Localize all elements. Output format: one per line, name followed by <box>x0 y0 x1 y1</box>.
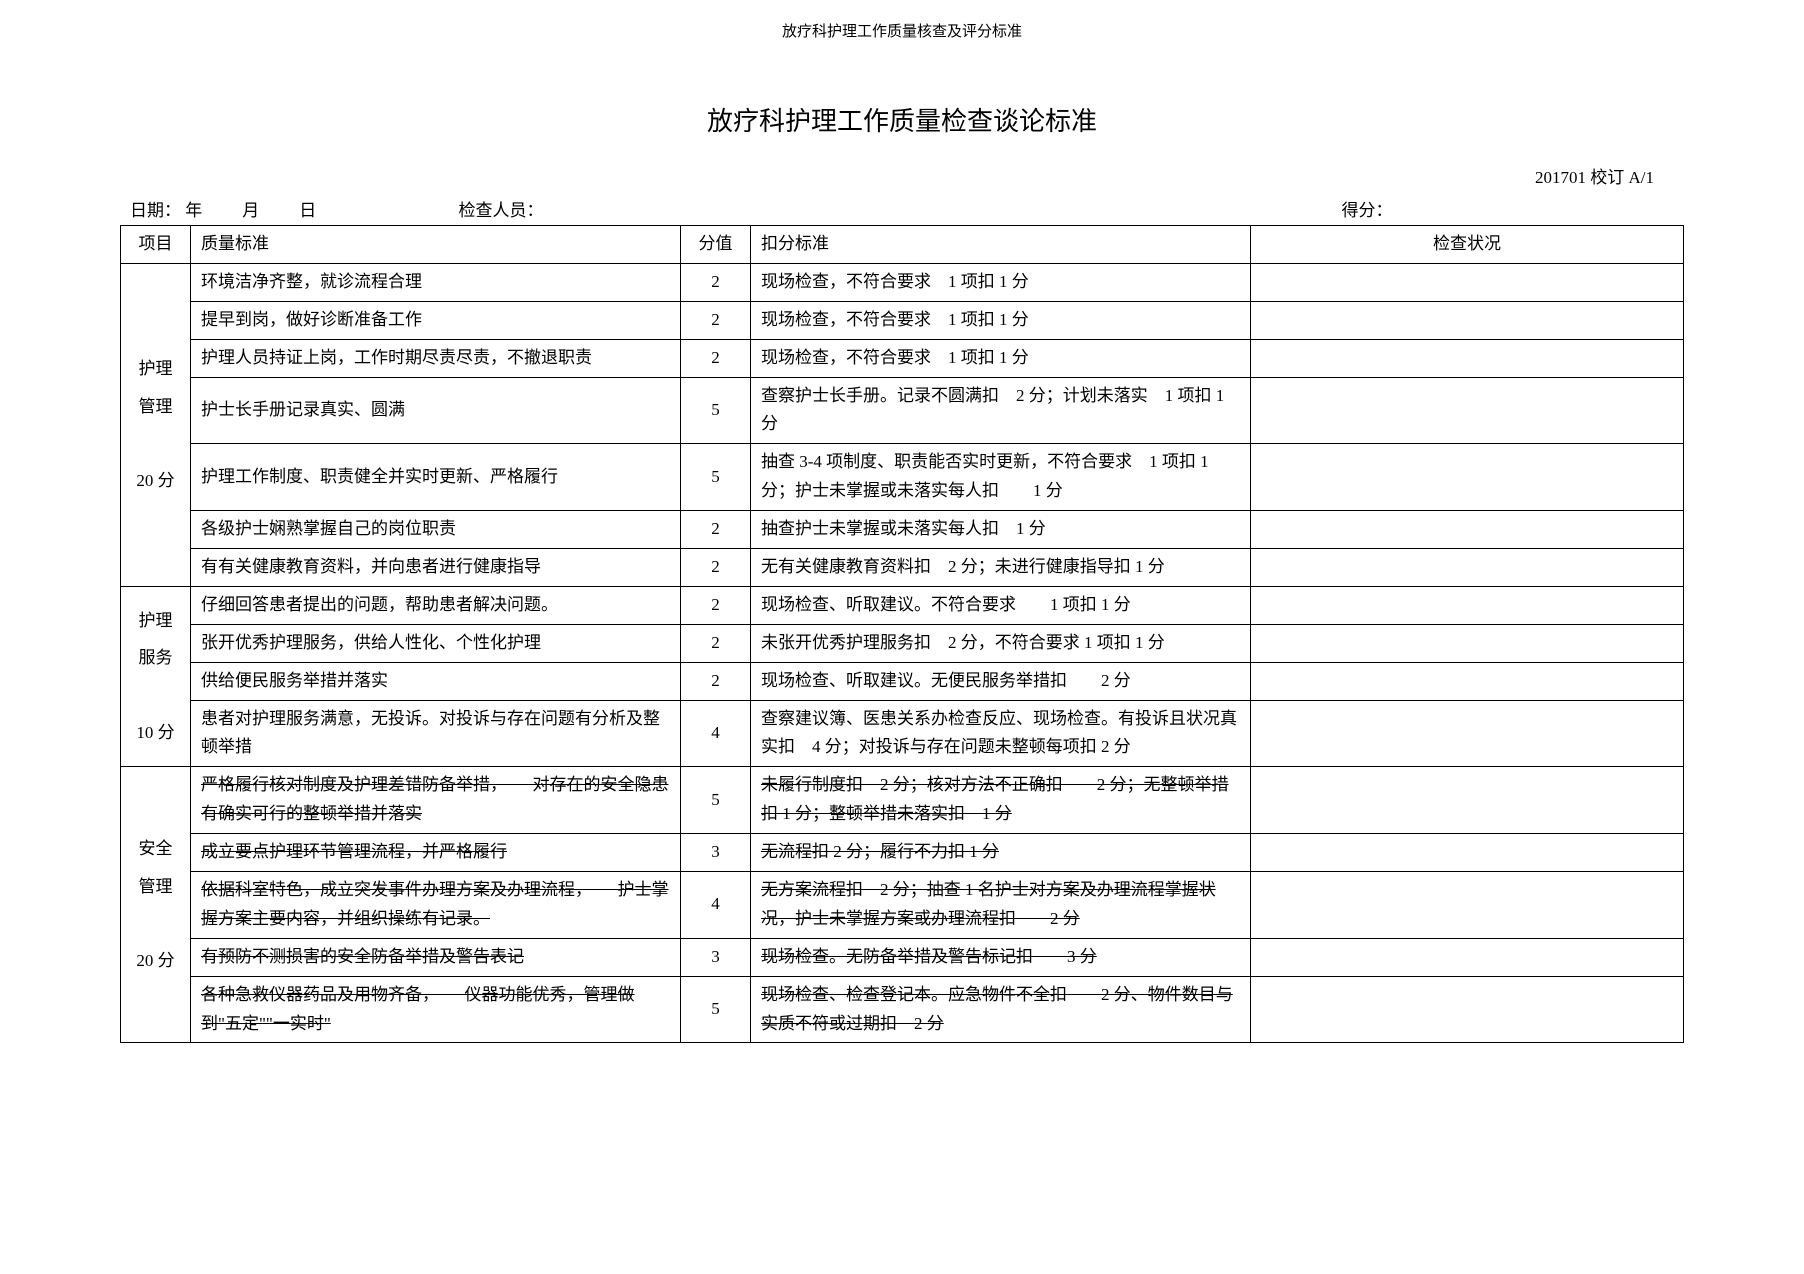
deduction-cell: 现场检查、听取建议。不符合要求 1 项扣 1 分 <box>751 586 1251 624</box>
standard-cell: 供给便民服务举措并落实 <box>191 662 681 700</box>
score-cell: 5 <box>681 444 751 511</box>
table-row: 各级护士娴熟掌握自己的岗位职责2抽查护士未掌握或未落实每人扣 1 分 <box>121 511 1684 549</box>
table-row: 患者对护理服务满意，无投诉。对投诉与存在问题有分析及整顿举措4查察建议簿、医患关… <box>121 700 1684 767</box>
standard-cell: 严格履行核对制度及护理差错防备举措， 对存在的安全隐患有确实可行的整顿举措并落实 <box>191 767 681 834</box>
standard-cell: 有有关健康教育资料，并向患者进行健康指导 <box>191 549 681 587</box>
score-cell: 4 <box>681 872 751 939</box>
standard-cell: 各种急救仪器药品及用物齐备， 仪器功能优秀，管理做到"五定""一实时" <box>191 976 681 1043</box>
check-cell <box>1251 549 1684 587</box>
score-cell: 5 <box>681 377 751 444</box>
score-cell: 2 <box>681 263 751 301</box>
check-cell <box>1251 624 1684 662</box>
deduction-cell: 现场检查，不符合要求 1 项扣 1 分 <box>751 263 1251 301</box>
check-cell <box>1251 872 1684 939</box>
th-score: 分值 <box>681 226 751 264</box>
check-cell <box>1251 339 1684 377</box>
deduction-cell: 查察建议簿、医患关系办检查反应、现场检查。有投诉且状况真实扣 4 分；对投诉与存… <box>751 700 1251 767</box>
quality-table: 项目 质量标准 分值 扣分标准 检查状况 护理管理20 分环境洁净齐整，就诊流程… <box>120 225 1684 1043</box>
th-category: 项目 <box>121 226 191 264</box>
inspector-label: 检查人员： <box>459 201 544 220</box>
page-header-small: 放疗科护理工作质量核查及评分标准 <box>120 20 1684 41</box>
deduction-cell: 现场检查、检查登记本。应急物件不全扣 2 分、物件数目与实质不符或过期扣 2 分 <box>751 976 1251 1043</box>
meta-row: 日期： 年 月 日 检查人员： 得分： <box>120 196 1684 221</box>
score-cell: 2 <box>681 301 751 339</box>
score-cell: 5 <box>681 767 751 834</box>
check-cell <box>1251 767 1684 834</box>
deduction-cell: 现场检查，不符合要求 1 项扣 1 分 <box>751 301 1251 339</box>
deduction-cell: 现场检查、听取建议。无便民服务举措扣 2 分 <box>751 662 1251 700</box>
standard-cell: 护理人员持证上岗，工作时期尽责尽责，不撤退职责 <box>191 339 681 377</box>
table-row: 安全管理20 分严格履行核对制度及护理差错防备举措， 对存在的安全隐患有确实可行… <box>121 767 1684 834</box>
check-cell <box>1251 586 1684 624</box>
check-cell <box>1251 511 1684 549</box>
score-cell: 2 <box>681 511 751 549</box>
date-slots: 年 月 日 <box>185 201 318 220</box>
deduction-cell: 无方案流程扣 2 分；抽查 1 名护士对方案及办理流程掌握状况，护士未掌握方案或… <box>751 872 1251 939</box>
table-row: 依据科室特色，成立突发事件办理方案及办理流程， 护士掌握方案主要内容，并组织操练… <box>121 872 1684 939</box>
score-cell: 4 <box>681 700 751 767</box>
deduction-cell: 抽查护士未掌握或未落实每人扣 1 分 <box>751 511 1251 549</box>
standard-cell: 护理工作制度、职责健全并实时更新、严格履行 <box>191 444 681 511</box>
score-cell: 2 <box>681 662 751 700</box>
table-row: 提早到岗，做好诊断准备工作2现场检查，不符合要求 1 项扣 1 分 <box>121 301 1684 339</box>
standard-cell: 依据科室特色，成立突发事件办理方案及办理流程， 护士掌握方案主要内容，并组织操练… <box>191 872 681 939</box>
standard-cell: 患者对护理服务满意，无投诉。对投诉与存在问题有分析及整顿举措 <box>191 700 681 767</box>
deduction-cell: 抽查 3-4 项制度、职责能否实时更新，不符合要求 1 项扣 1 分；护士未掌握… <box>751 444 1251 511</box>
table-row: 张开优秀护理服务，供给人性化、个性化护理2未张开优秀护理服务扣 2 分，不符合要… <box>121 624 1684 662</box>
table-header-row: 项目 质量标准 分值 扣分标准 检查状况 <box>121 226 1684 264</box>
deduction-cell: 现场检查，不符合要求 1 项扣 1 分 <box>751 339 1251 377</box>
score-cell: 2 <box>681 586 751 624</box>
table-row: 护理管理20 分环境洁净齐整，就诊流程合理2现场检查，不符合要求 1 项扣 1 … <box>121 263 1684 301</box>
table-row: 成立要点护理环节管理流程，并严格履行3无流程扣 2 分；履行不力扣 1 分 <box>121 834 1684 872</box>
revision-note: 201701 校订 A/1 <box>120 163 1684 188</box>
standard-cell: 仔细回答患者提出的问题，帮助患者解决问题。 <box>191 586 681 624</box>
date-label: 日期： <box>130 201 181 220</box>
check-cell <box>1251 263 1684 301</box>
standard-cell: 成立要点护理环节管理流程，并严格履行 <box>191 834 681 872</box>
check-cell <box>1251 834 1684 872</box>
deduction-cell: 未履行制度扣 2 分；核对方法不正确扣 2 分；无整顿举措扣 1 分；整顿举措未… <box>751 767 1251 834</box>
deduction-cell: 无有关健康教育资料扣 2 分；未进行健康指导扣 1 分 <box>751 549 1251 587</box>
score-cell: 2 <box>681 624 751 662</box>
category-cell: 护理服务10 分 <box>121 586 191 766</box>
table-row: 各种急救仪器药品及用物齐备， 仪器功能优秀，管理做到"五定""一实时"5现场检查… <box>121 976 1684 1043</box>
standard-cell: 各级护士娴熟掌握自己的岗位职责 <box>191 511 681 549</box>
th-deduction: 扣分标准 <box>751 226 1251 264</box>
th-standard: 质量标准 <box>191 226 681 264</box>
score-cell: 2 <box>681 339 751 377</box>
table-row: 护理服务10 分仔细回答患者提出的问题，帮助患者解决问题。2现场检查、听取建议。… <box>121 586 1684 624</box>
check-cell <box>1251 377 1684 444</box>
standard-cell: 有预防不测损害的安全防备举措及警告表记 <box>191 938 681 976</box>
score-label: 得分： <box>1342 201 1393 220</box>
page-title: 放疗科护理工作质量检查谈论标准 <box>120 101 1684 138</box>
table-row: 护士长手册记录真实、圆满5查察护士长手册。记录不圆满扣 2 分；计划未落实 1 … <box>121 377 1684 444</box>
deduction-cell: 未张开优秀护理服务扣 2 分，不符合要求 1 项扣 1 分 <box>751 624 1251 662</box>
table-row: 护理工作制度、职责健全并实时更新、严格履行5抽查 3-4 项制度、职责能否实时更… <box>121 444 1684 511</box>
score-cell: 2 <box>681 549 751 587</box>
standard-cell: 张开优秀护理服务，供给人性化、个性化护理 <box>191 624 681 662</box>
check-cell <box>1251 976 1684 1043</box>
score-cell: 3 <box>681 938 751 976</box>
table-row: 护理人员持证上岗，工作时期尽责尽责，不撤退职责2现场检查，不符合要求 1 项扣 … <box>121 339 1684 377</box>
deduction-cell: 现场检查。无防备举措及警告标记扣 3 分 <box>751 938 1251 976</box>
check-cell <box>1251 938 1684 976</box>
standard-cell: 提早到岗，做好诊断准备工作 <box>191 301 681 339</box>
table-row: 有预防不测损害的安全防备举措及警告表记3现场检查。无防备举措及警告标记扣 3 分 <box>121 938 1684 976</box>
category-cell: 护理管理20 分 <box>121 263 191 586</box>
deduction-cell: 查察护士长手册。记录不圆满扣 2 分；计划未落实 1 项扣 1 分 <box>751 377 1251 444</box>
category-cell: 安全管理20 分 <box>121 767 191 1043</box>
check-cell <box>1251 662 1684 700</box>
table-row: 供给便民服务举措并落实2现场检查、听取建议。无便民服务举措扣 2 分 <box>121 662 1684 700</box>
table-row: 有有关健康教育资料，并向患者进行健康指导2无有关健康教育资料扣 2 分；未进行健… <box>121 549 1684 587</box>
standard-cell: 护士长手册记录真实、圆满 <box>191 377 681 444</box>
th-check: 检查状况 <box>1251 226 1684 264</box>
check-cell <box>1251 700 1684 767</box>
score-cell: 5 <box>681 976 751 1043</box>
score-cell: 3 <box>681 834 751 872</box>
check-cell <box>1251 444 1684 511</box>
check-cell <box>1251 301 1684 339</box>
deduction-cell: 无流程扣 2 分；履行不力扣 1 分 <box>751 834 1251 872</box>
standard-cell: 环境洁净齐整，就诊流程合理 <box>191 263 681 301</box>
